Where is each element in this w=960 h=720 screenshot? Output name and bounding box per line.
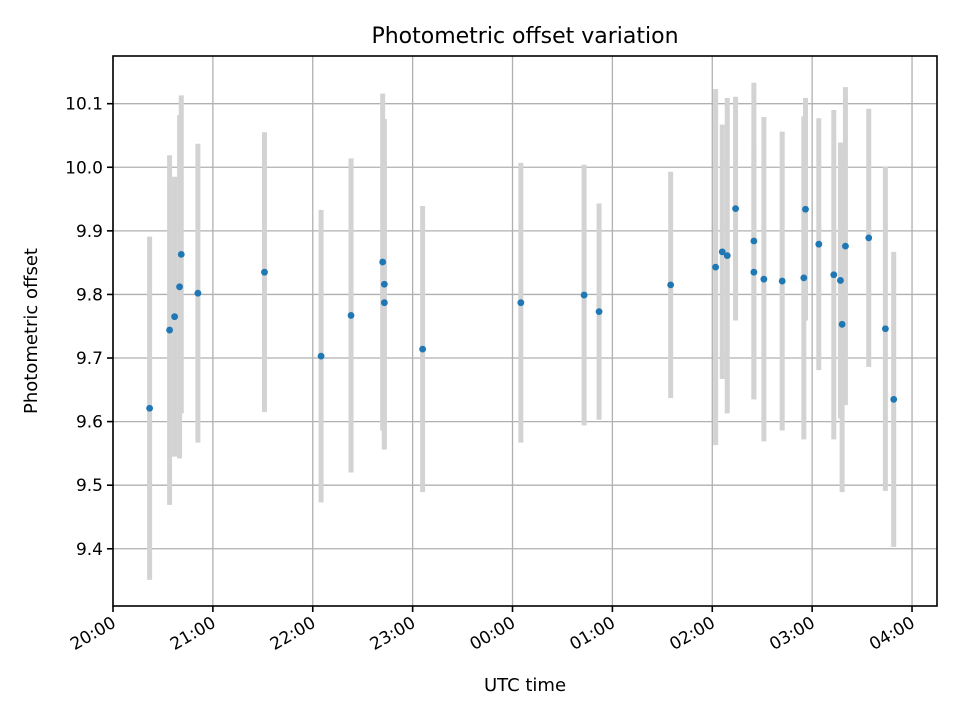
y-tick-label: 9.7	[76, 349, 103, 369]
y-tick-label: 10.0	[65, 158, 103, 178]
data-point	[800, 274, 808, 282]
x-tick-label: 02:00	[666, 613, 718, 655]
chart-title: Photometric offset variation	[371, 24, 678, 49]
data-point	[317, 352, 325, 360]
x-tick-label: 04:00	[866, 613, 918, 655]
plot-frame	[112, 55, 938, 607]
data-point	[379, 258, 387, 266]
y-tick-label: 9.5	[76, 476, 103, 496]
grid-lines	[112, 56, 937, 606]
data-point	[667, 281, 675, 289]
y-tick-label: 9.4	[76, 540, 103, 560]
data-point	[838, 320, 846, 328]
data-points	[146, 205, 898, 412]
data-point	[595, 308, 603, 316]
data-point	[837, 277, 844, 284]
data-point	[865, 234, 873, 242]
data-point	[194, 289, 202, 297]
data-point	[881, 325, 889, 333]
data-point	[146, 404, 154, 412]
x-tick-label: 23:00	[367, 613, 419, 655]
data-point	[760, 275, 768, 283]
data-point	[750, 268, 758, 276]
x-tick-label: 00:00	[467, 613, 519, 655]
data-point	[830, 271, 838, 279]
data-point	[380, 299, 388, 307]
x-axis-label: UTC time	[484, 675, 566, 696]
x-tick-label: 03:00	[766, 613, 818, 655]
data-point	[580, 291, 588, 299]
x-tick-label: 22:00	[267, 613, 319, 655]
data-point	[732, 205, 739, 213]
data-point	[166, 326, 173, 334]
y-tick-label: 9.8	[76, 285, 103, 305]
x-tick-label: 20:00	[67, 613, 119, 655]
data-point	[517, 299, 525, 307]
data-point	[842, 242, 849, 250]
y-tick-label: 10.1	[65, 95, 103, 115]
data-point	[171, 313, 178, 321]
data-point	[723, 252, 731, 260]
x-tick-label: 01:00	[566, 613, 618, 655]
data-point	[890, 395, 898, 403]
data-point	[712, 263, 720, 271]
axis-ticks: 20:00 21:00 22:00 23:00 00:00 01:00 02:00 03:00…	[65, 95, 918, 655]
data-point	[815, 240, 823, 248]
y-axis-label: Photometric offset	[21, 248, 42, 414]
y-tick-label: 9.6	[76, 413, 103, 433]
y-tick-label: 9.9	[76, 222, 103, 242]
x-tick-label: 21:00	[167, 613, 219, 655]
data-point	[261, 268, 268, 276]
data-point	[778, 277, 786, 285]
data-point	[347, 312, 355, 319]
data-point	[419, 345, 427, 353]
error-bars	[147, 82, 897, 580]
data-point	[380, 280, 388, 288]
data-point	[750, 237, 758, 245]
data-point	[718, 248, 726, 256]
data-point	[802, 205, 809, 213]
data-point	[177, 250, 185, 258]
data-point	[176, 283, 183, 291]
